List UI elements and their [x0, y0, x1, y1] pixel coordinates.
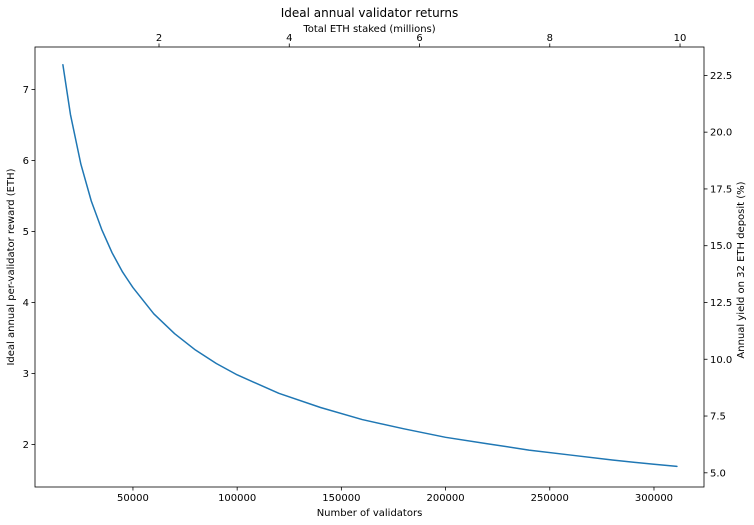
secondary-y-tick-label: 12.5: [710, 298, 732, 309]
y-tick-label: 2: [23, 440, 29, 451]
secondary-x-axis-label: Total ETH staked (millions): [302, 24, 435, 35]
secondary-x-tick-label: 10: [674, 33, 687, 44]
y-tick-label: 6: [23, 156, 29, 167]
x-tick-label: 150000: [322, 493, 360, 504]
secondary-y-tick-label: 20.0: [710, 128, 732, 139]
axes-layer: 50000 100000 150000 200000 250000 300000 2 3 4 5 6…: [23, 33, 733, 504]
secondary-y-tick-label: 17.5: [710, 184, 732, 195]
y-axis-label: Ideal annual per-validator reward (ETH): [6, 168, 17, 365]
x-tick-label: 300000: [635, 493, 673, 504]
secondary-x-tick-label: 2: [156, 33, 162, 44]
y-tick-label: 4: [23, 298, 29, 309]
series-layer: [62, 63, 678, 468]
y-tick-label: 3: [23, 369, 29, 380]
secondary-y-tick-label: 22.5: [710, 71, 732, 82]
secondary-y-axis-label: Annual yield on 32 ETH deposit (%): [736, 181, 747, 358]
y-tick-label: 5: [23, 227, 29, 238]
plot-frame: [34, 46, 705, 488]
secondary-x-tick-label: 8: [547, 33, 553, 44]
plot-background: [35, 47, 704, 487]
chart-title: Ideal annual validator returns: [281, 6, 459, 20]
secondary-x-tick-label: 4: [286, 33, 292, 44]
x-tick-label: 50000: [117, 493, 149, 504]
secondary-y-tick-label: 15.0: [710, 241, 732, 252]
x-axis-label: Number of validators: [317, 508, 423, 519]
y-tick-label: 7: [23, 85, 29, 96]
secondary-x-tick-label: 6: [416, 33, 422, 44]
series-line-0: [62, 63, 678, 468]
secondary-y-tick-label: 10.0: [710, 355, 732, 366]
x-tick-label: 100000: [218, 493, 256, 504]
x-tick-label: 250000: [531, 493, 569, 504]
x-tick-label: 200000: [426, 493, 464, 504]
secondary-y-tick-label: 5.0: [710, 468, 726, 479]
secondary-y-tick-label: 7.5: [710, 412, 726, 423]
